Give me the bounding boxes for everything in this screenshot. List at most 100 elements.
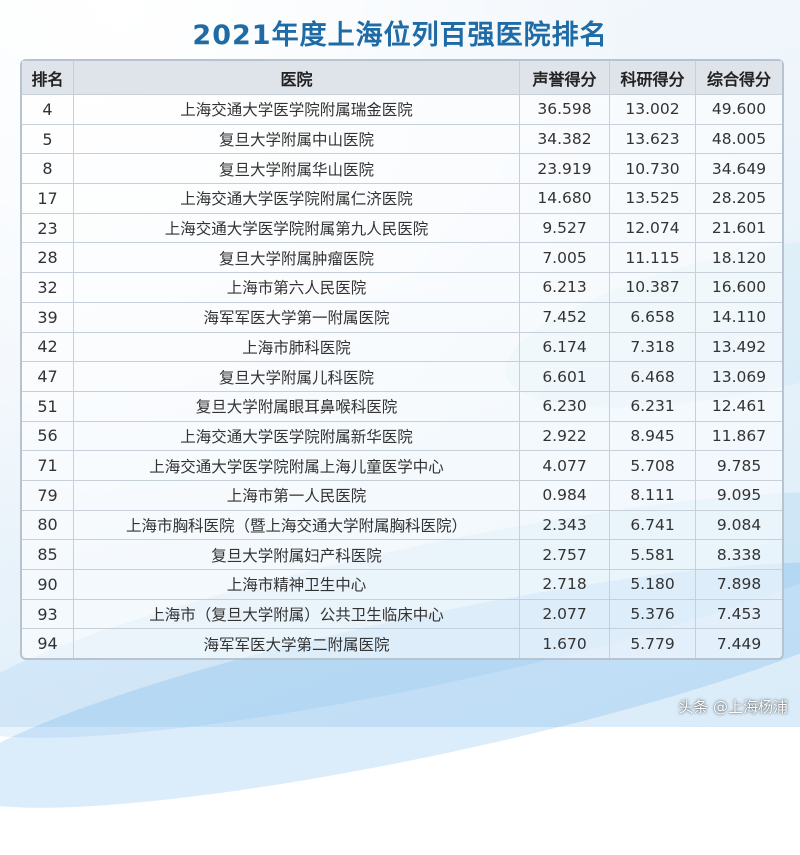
table-row: 47 复旦大学附属儿科医院 6.601 6.468 13.069	[22, 362, 782, 392]
cell-reputation-score: 4.077	[520, 451, 610, 481]
cell-rank: 56	[22, 421, 74, 452]
cell-research-score: 6.658	[610, 302, 696, 333]
table-header-row: 排名 医院 声誉得分 科研得分 综合得分	[22, 61, 782, 95]
cell-research-score: 11.115	[610, 243, 696, 274]
cell-reputation-score: 2.343	[520, 510, 610, 541]
cell-hospital: 上海市（复旦大学附属）公共卫生临床中心	[74, 599, 520, 630]
cell-rank: 23	[22, 213, 74, 244]
ranking-table: 排名 医院 声誉得分 科研得分 综合得分 4 上海交通大学医学院附属瑞金医院 36.…	[20, 59, 784, 661]
cell-research-score: 6.468	[610, 362, 696, 392]
cell-rank: 8	[22, 154, 74, 185]
cell-research-score: 7.318	[610, 332, 696, 363]
cell-hospital: 复旦大学附属华山医院	[74, 154, 520, 185]
cell-rank: 51	[22, 391, 74, 422]
cell-research-score: 5.708	[610, 451, 696, 481]
cell-hospital: 上海市第六人民医院	[74, 273, 520, 303]
cell-research-score: 6.741	[610, 510, 696, 541]
table-row: 28 复旦大学附属肿瘤医院 7.005 11.115 18.120	[22, 243, 782, 274]
cell-reputation-score: 7.005	[520, 243, 610, 274]
table-row: 42 上海市肺科医院 6.174 7.318 13.492	[22, 332, 782, 363]
cell-hospital: 复旦大学附属中山医院	[74, 124, 520, 155]
cell-hospital: 复旦大学附属眼耳鼻喉科医院	[74, 391, 520, 422]
cell-rank: 94	[22, 629, 74, 659]
header-hospital: 医院	[74, 61, 520, 95]
cell-overall-score: 8.338	[696, 540, 782, 570]
cell-reputation-score: 2.922	[520, 421, 610, 452]
table-row: 90 上海市精神卫生中心 2.718 5.180 7.898	[22, 570, 782, 600]
cell-rank: 4	[22, 95, 74, 125]
cell-hospital: 复旦大学附属儿科医院	[74, 362, 520, 392]
cell-research-score: 5.180	[610, 570, 696, 600]
table-row: 51 复旦大学附属眼耳鼻喉科医院 6.230 6.231 12.461	[22, 391, 782, 422]
cell-hospital: 复旦大学附属肿瘤医院	[74, 243, 520, 274]
table-row: 80 上海市胸科医院（暨上海交通大学附属胸科医院） 2.343 6.741 9.084	[22, 510, 782, 541]
cell-rank: 47	[22, 362, 74, 392]
cell-rank: 85	[22, 540, 74, 570]
cell-rank: 32	[22, 273, 74, 303]
cell-overall-score: 9.084	[696, 511, 782, 541]
table-row: 4 上海交通大学医学院附属瑞金医院 36.598 13.002 49.600	[22, 95, 782, 125]
cell-overall-score: 11.867	[696, 422, 782, 452]
cell-reputation-score: 6.230	[520, 391, 610, 422]
cell-overall-score: 14.110	[696, 303, 782, 333]
cell-hospital: 上海市精神卫生中心	[74, 570, 520, 600]
cell-reputation-score: 6.174	[520, 332, 610, 363]
cell-overall-score: 9.095	[696, 481, 782, 511]
table-row: 39 海军军医大学第一附属医院 7.452 6.658 14.110	[22, 302, 782, 333]
cell-research-score: 5.376	[610, 599, 696, 630]
header-reputation-score: 声誉得分	[520, 61, 610, 95]
cell-research-score: 8.111	[610, 480, 696, 511]
cell-research-score: 13.525	[610, 184, 696, 214]
cell-reputation-score: 14.680	[520, 184, 610, 214]
cell-rank: 79	[22, 480, 74, 511]
cell-hospital: 上海交通大学医学院附属第九人民医院	[74, 213, 520, 244]
cell-rank: 90	[22, 570, 74, 600]
cell-overall-score: 28.205	[696, 184, 782, 214]
cell-reputation-score: 36.598	[520, 95, 610, 125]
cell-overall-score: 13.492	[696, 333, 782, 363]
cell-hospital: 复旦大学附属妇产科医院	[74, 540, 520, 570]
cell-overall-score: 48.005	[696, 125, 782, 155]
table-row: 85 复旦大学附属妇产科医院 2.757 5.581 8.338	[22, 540, 782, 570]
cell-rank: 5	[22, 124, 74, 155]
cell-reputation-score: 1.670	[520, 629, 610, 659]
cell-hospital: 上海交通大学医学院附属上海儿童医学中心	[74, 451, 520, 481]
header-research-score: 科研得分	[610, 61, 696, 95]
cell-rank: 28	[22, 243, 74, 274]
table-row: 32 上海市第六人民医院 6.213 10.387 16.600	[22, 273, 782, 303]
cell-reputation-score: 6.213	[520, 273, 610, 303]
cell-overall-score: 18.120	[696, 243, 782, 274]
cell-reputation-score: 0.984	[520, 480, 610, 511]
cell-overall-score: 12.461	[696, 392, 782, 422]
cell-rank: 17	[22, 184, 74, 214]
cell-hospital: 上海交通大学医学院附属新华医院	[74, 421, 520, 452]
header-rank: 排名	[22, 61, 74, 95]
cell-research-score: 5.581	[610, 540, 696, 570]
cell-rank: 42	[22, 332, 74, 363]
cell-reputation-score: 9.527	[520, 213, 610, 244]
cell-rank: 39	[22, 302, 74, 333]
cell-hospital: 上海市第一人民医院	[74, 480, 520, 511]
cell-overall-score: 16.600	[696, 273, 782, 303]
table-row: 79 上海市第一人民医院 0.984 8.111 9.095	[22, 480, 782, 511]
source-watermark: 头条 @上海杨浦	[678, 698, 788, 716]
cell-hospital: 上海交通大学医学院附属仁济医院	[74, 184, 520, 214]
cell-overall-score: 7.449	[716, 634, 762, 653]
cell-research-score: 10.730	[610, 154, 696, 185]
table-row: 71 上海交通大学医学院附属上海儿童医学中心 4.077 5.708 9.785	[22, 451, 782, 481]
cell-rank: 80	[22, 510, 74, 541]
table-row: 5 复旦大学附属中山医院 34.382 13.623 48.005	[22, 124, 782, 155]
table-row: 94 海军军医大学第二附属医院 1.670 5.779 7.449	[22, 629, 782, 659]
table-row: 8 复旦大学附属华山医院 23.919 10.730 34.649	[22, 154, 782, 185]
cell-reputation-score: 34.382	[520, 124, 610, 155]
cell-overall-score: 13.069	[696, 362, 782, 392]
cell-overall-score: 34.649	[696, 154, 782, 185]
cell-research-score: 13.623	[610, 124, 696, 155]
table-row: 93 上海市（复旦大学附属）公共卫生临床中心 2.077 5.376 7.453	[22, 599, 782, 630]
cell-hospital: 上海交通大学医学院附属瑞金医院	[74, 95, 520, 125]
cell-overall-score: 21.601	[696, 214, 782, 244]
cell-research-score: 5.779	[610, 629, 696, 659]
cell-reputation-score: 23.919	[520, 154, 610, 185]
cell-overall-score: 7.898	[696, 570, 782, 600]
cell-overall-score: 49.600	[696, 95, 782, 125]
